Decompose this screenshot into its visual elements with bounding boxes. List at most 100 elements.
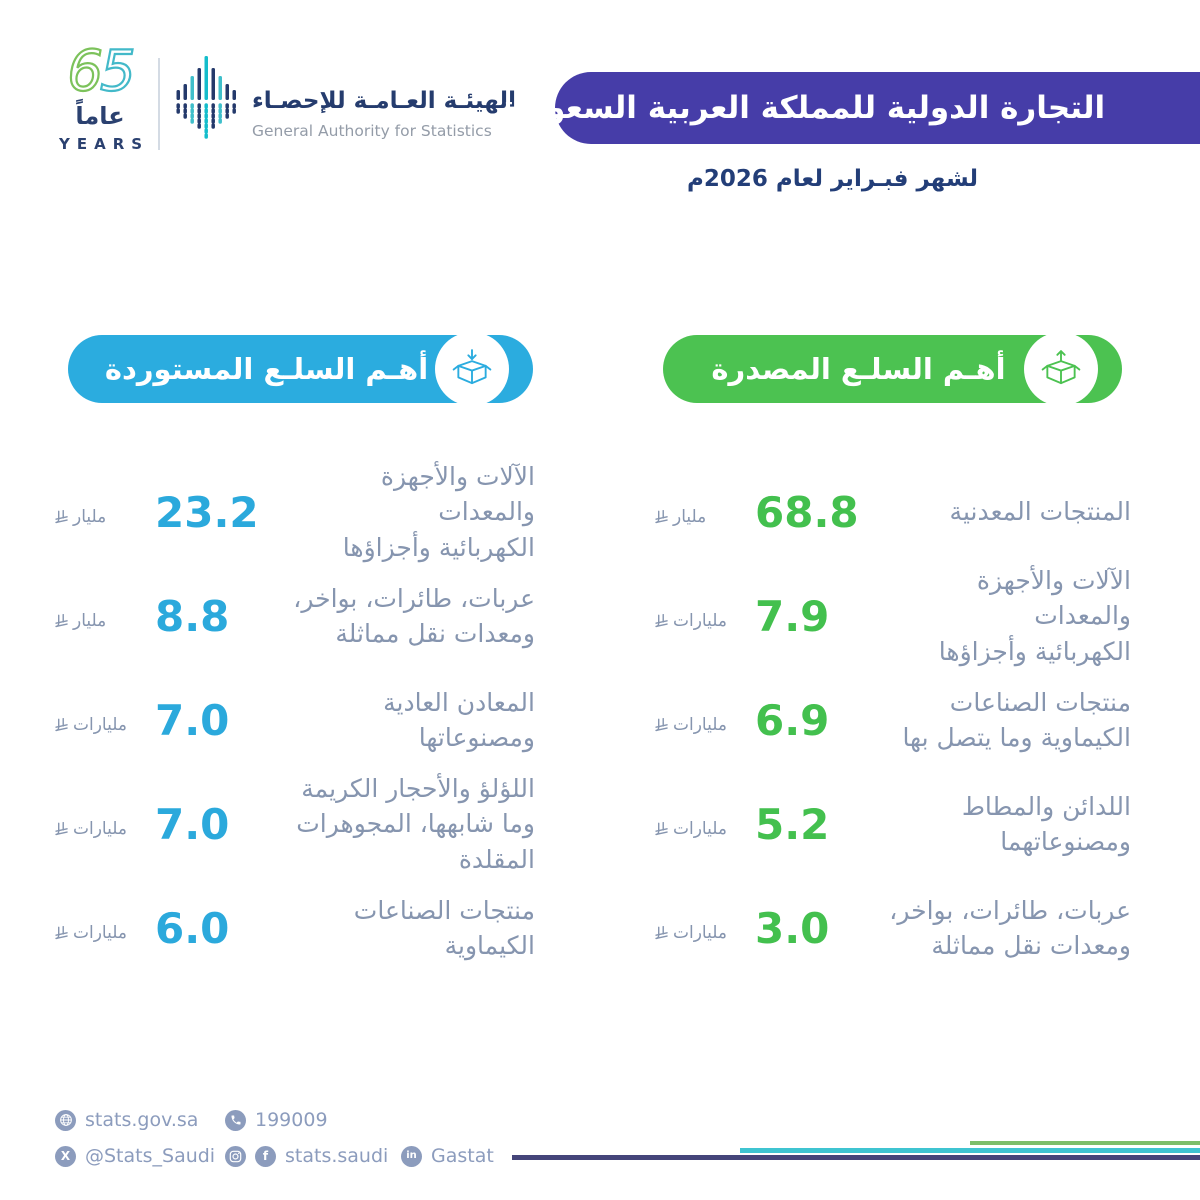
website-label: stats.gov.sa [85, 1109, 199, 1131]
import-value: 7.0 [155, 695, 230, 745]
export-value: 7.9 [755, 591, 830, 641]
gastat-logo [176, 56, 236, 140]
import-row: مليارات 7.0 اللؤلؤ والأحجار الكريمة وما … [55, 772, 535, 876]
import-value: 7.0 [155, 799, 230, 849]
linkedin-icon: in [401, 1145, 422, 1167]
import-label: اللؤلؤ والأحجار الكريمة وما شابهها، المج… [296, 773, 535, 874]
export-box-arrow-up-icon [1041, 350, 1081, 385]
unit-label: مليار [673, 507, 707, 527]
decorative-bar-cyan [740, 1148, 1200, 1153]
footer: stats.gov.sa 199009 X @Stats_Saudi [55, 1102, 494, 1174]
import-row: مليارات 6.0 منتجات الصناعات الكيماوية [55, 876, 535, 980]
export-label: منتجات الصناعات الكيماوية وما يتصل بها [902, 687, 1131, 753]
exports-section-header: أهـم السلـع المصدرة [663, 332, 1122, 406]
phone-label: 199009 [255, 1109, 328, 1131]
import-row: مليار 8.8 عربات، طائرات، بواخر، ومعدات ن… [55, 564, 535, 668]
facebook-icon: f [255, 1145, 276, 1167]
import-row: مليارات 7.0 المعادن العادية ومصنوعاتها [55, 668, 535, 772]
export-row: مليارات 5.2 اللدائن والمطاط ومصنوعاتهما [655, 772, 1131, 876]
import-value: 23.2 [155, 487, 259, 537]
unit-cell: مليارات [55, 715, 155, 735]
export-row: مليارات 6.9 منتجات الصناعات الكيماوية وم… [655, 668, 1131, 772]
import-value: 8.8 [155, 591, 230, 641]
unit-cell: مليارات [655, 715, 755, 735]
logo-divider [158, 58, 160, 150]
social-handle-label: stats.saudi [285, 1145, 389, 1167]
export-row: مليارات 7.9 الآلات والأجهزة والمعدات الك… [655, 564, 1131, 668]
export-value: 5.2 [755, 799, 830, 849]
unit-cell: مليارات [55, 923, 155, 943]
export-label: الآلات والأجهزة والمعدات الكهربائية وأجز… [938, 565, 1131, 666]
page-title: التجارة الدولية للمملكة العربية السعودية [499, 90, 1106, 126]
unit-label: مليار [73, 611, 107, 631]
imports-section-header: أهـم السلـع المستوردة [68, 332, 533, 406]
unit-cell: مليار [55, 611, 155, 631]
export-label: عربات، طائرات، بواخر، ومعدات نقل مماثلة [889, 895, 1131, 961]
decorative-bar-navy [512, 1155, 1200, 1160]
riyal-symbol-icon [655, 613, 668, 627]
export-label: المنتجات المعدنية [949, 497, 1131, 527]
instagram-icon [225, 1145, 246, 1167]
years-65-logo: 65 عاماً YEARS [52, 39, 150, 153]
export-value: 6.9 [755, 695, 830, 745]
unit-label: مليارات [73, 923, 127, 943]
report-period-subtitle: لشهر فبـراير لعام 2026م [687, 166, 978, 192]
imports-section-title: أهـم السلـع المستوردة [104, 352, 429, 386]
exports-section-title: أهـم السلـع المصدرة [711, 352, 1006, 386]
export-value: 3.0 [755, 903, 830, 953]
export-label: اللدائن والمطاط ومصنوعاتهما [961, 791, 1131, 857]
riyal-symbol-icon [655, 821, 668, 835]
imports-icon-circle [435, 332, 509, 406]
import-label: منتجات الصناعات الكيماوية [353, 895, 535, 961]
phone-icon [225, 1109, 246, 1131]
unit-label: مليارات [673, 611, 727, 631]
exports-list: مليار 68.8 المنتجات المعدنية مليارات 7.9… [655, 460, 1131, 980]
unit-label: مليار [73, 507, 107, 527]
phone-contact: 199009 [225, 1109, 328, 1131]
globe-icon [55, 1109, 76, 1131]
decorative-bar-green [970, 1141, 1200, 1145]
website-contact: stats.gov.sa [55, 1109, 225, 1131]
import-label: المعادن العادية ومصنوعاتها [383, 687, 535, 753]
years-english-label: YEARS [59, 135, 150, 153]
unit-cell: مليارات [55, 819, 155, 839]
title-banner: التجارة الدولية للمملكة العربية السعودية [500, 72, 1200, 144]
export-value: 68.8 [755, 487, 859, 537]
riyal-symbol-icon [55, 821, 68, 835]
export-row: مليار 68.8 المنتجات المعدنية [655, 460, 1131, 564]
riyal-symbol-icon [55, 925, 68, 939]
import-box-arrow-down-icon [452, 349, 492, 385]
linkedin-contact: in Gastat [401, 1145, 494, 1167]
imports-list: مليار 23.2 الآلات والأجهزة والمعدات الكه… [55, 460, 535, 980]
years-arabic-label: عاماً [75, 102, 125, 130]
linkedin-handle-label: Gastat [431, 1145, 494, 1167]
riyal-symbol-icon [655, 509, 668, 523]
unit-label: مليارات [73, 715, 127, 735]
unit-cell: مليارات [655, 611, 755, 631]
export-row: مليارات 3.0 عربات، طائرات، بواخر، ومعدات… [655, 876, 1131, 980]
unit-label: مليارات [673, 819, 727, 839]
unit-cell: مليار [655, 507, 755, 527]
x-handle-label: @Stats_Saudi [85, 1145, 216, 1167]
riyal-symbol-icon [55, 717, 68, 731]
riyal-symbol-icon [55, 613, 68, 627]
social-contact: f stats.saudi [225, 1145, 401, 1167]
import-label: الآلات والأجهزة والمعدات الكهربائية وأجز… [342, 461, 535, 562]
riyal-symbol-icon [655, 717, 668, 731]
riyal-symbol-icon [55, 509, 68, 523]
brand-name-arabic: الهيئـة العـامـة للإحصـاء [252, 88, 516, 114]
import-label: عربات، طائرات، بواخر، ومعدات نقل مماثلة [293, 583, 535, 649]
x-icon: X [55, 1145, 76, 1167]
import-row: مليار 23.2 الآلات والأجهزة والمعدات الكه… [55, 460, 535, 564]
riyal-symbol-icon [655, 925, 668, 939]
import-value: 6.0 [155, 903, 230, 953]
years-number: 65 [66, 39, 136, 104]
unit-label: مليارات [673, 923, 727, 943]
unit-cell: مليار [55, 507, 155, 527]
unit-cell: مليارات [655, 923, 755, 943]
brand-name-english: General Authority for Statistics [252, 122, 492, 140]
unit-cell: مليارات [655, 819, 755, 839]
x-contact: X @Stats_Saudi [55, 1145, 225, 1167]
unit-label: مليارات [73, 819, 127, 839]
